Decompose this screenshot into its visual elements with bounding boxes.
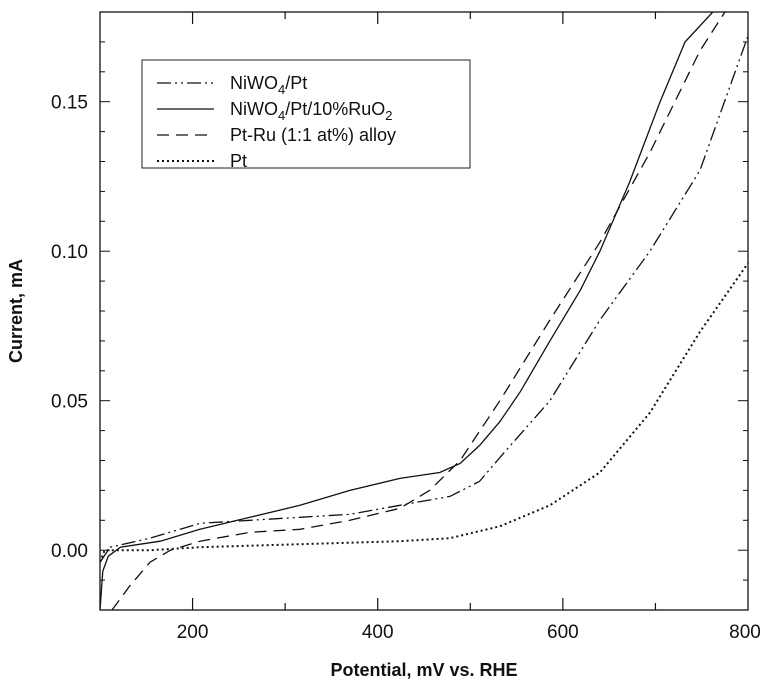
y-axis-title: Current, mA bbox=[6, 259, 26, 363]
legend-item: Pt-Ru (1:1 at%) alloy bbox=[157, 125, 396, 145]
y-tick-labels: 0.00 0.05 0.10 0.15 bbox=[51, 93, 88, 563]
legend-item: NiWO4/Pt bbox=[157, 73, 307, 97]
x-tick-label: 400 bbox=[362, 622, 394, 643]
legend-label: NiWO4/Pt/10%RuO2 bbox=[230, 99, 393, 123]
plot-series bbox=[100, 12, 748, 610]
x-tick-label: 200 bbox=[177, 622, 209, 643]
series-line-3 bbox=[100, 262, 748, 563]
legend-label: Pt-Ru (1:1 at%) alloy bbox=[230, 125, 396, 145]
x-tick-label: 600 bbox=[547, 622, 579, 643]
x-axis-title: Potential, mV vs. RHE bbox=[330, 660, 517, 680]
y-tick-label: 0.15 bbox=[51, 93, 88, 114]
legend-item: Pt bbox=[157, 151, 247, 171]
legend-box bbox=[141, 59, 471, 169]
series-line-2 bbox=[111, 12, 726, 610]
x-tick-label: 800 bbox=[729, 622, 761, 643]
plot-frame bbox=[99, 11, 749, 611]
legend-label: Pt bbox=[230, 151, 247, 171]
y-tick-label: 0.05 bbox=[51, 392, 88, 413]
y-tick-label: 0.00 bbox=[51, 541, 88, 562]
legend-label: NiWO4/Pt bbox=[230, 73, 307, 97]
y-tick-label: 0.10 bbox=[51, 242, 88, 263]
legend-item: NiWO4/Pt/10%RuO2 bbox=[157, 99, 393, 123]
x-tick-labels: 200 400 600 800 bbox=[177, 622, 761, 643]
series-line-0 bbox=[100, 35, 748, 563]
